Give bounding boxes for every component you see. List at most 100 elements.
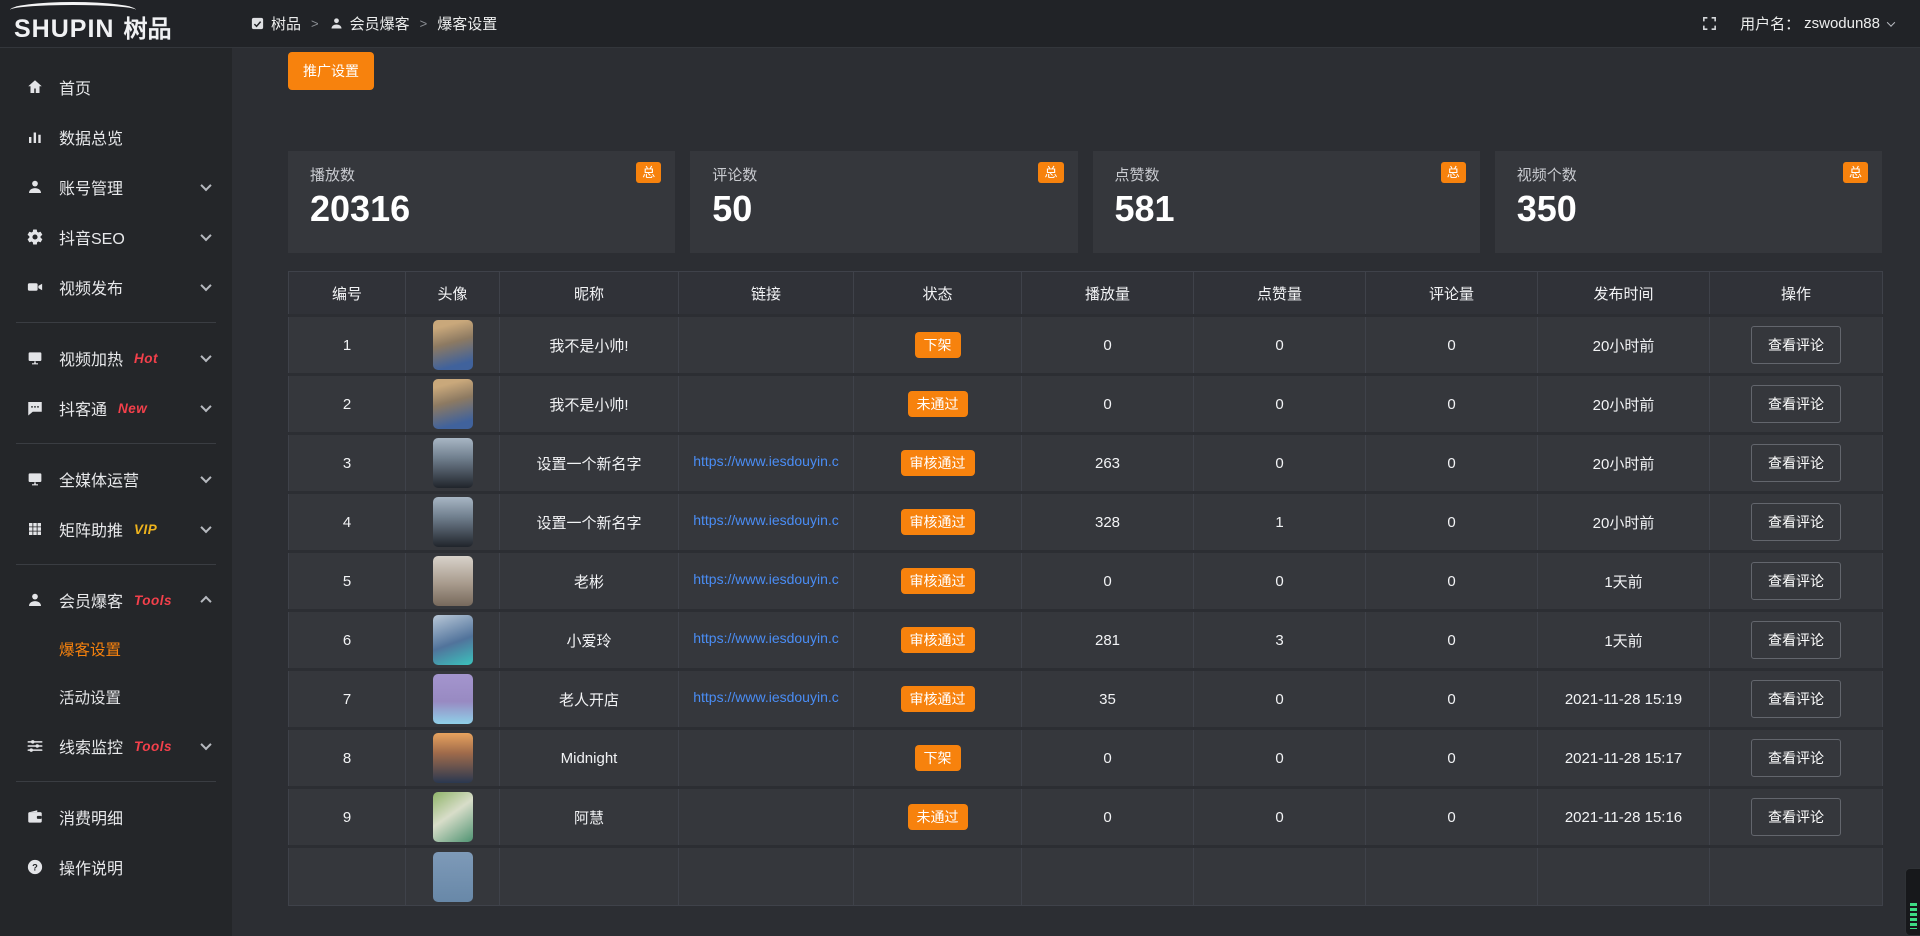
sidebar-item-douyin-seo[interactable]: 抖音SEO — [0, 212, 232, 262]
col-header-2: 昵称 — [499, 271, 679, 316]
main-content: 推广设置 播放数总 20316 评论数总 50 点赞数总 581 视频个数总 350 编号 头像… — [232, 0, 1920, 906]
video-link[interactable]: https://www.iesdouyin.c — [693, 453, 839, 469]
cell-time: 20小时前 — [1537, 492, 1710, 552]
sidebar-item-video-heat[interactable]: 视频加热 Hot — [0, 333, 232, 383]
col-header-1: 头像 — [405, 271, 500, 316]
view-comments-button[interactable]: 查看评论 — [1751, 798, 1841, 836]
cell-plays: 281 — [1021, 610, 1194, 670]
cell-number: 4 — [288, 492, 406, 552]
col-header-9: 操作 — [1709, 271, 1883, 316]
cell-link — [678, 315, 854, 375]
promo-settings-button[interactable]: 推广设置 — [288, 52, 374, 90]
avatar — [432, 497, 473, 547]
divider — [16, 322, 216, 323]
cell-number: 6 — [288, 610, 406, 670]
sidebar-subitem-activity-settings[interactable]: 活动设置 — [0, 673, 232, 721]
view-comments-button[interactable]: 查看评论 — [1751, 503, 1841, 541]
status-badge: 下架 — [914, 745, 961, 771]
cell-nickname: 小爱玲 — [499, 610, 679, 670]
video-link[interactable]: https://www.iesdouyin.c — [693, 630, 839, 646]
col-header-3: 链接 — [678, 271, 854, 316]
cell-comments: 0 — [1365, 728, 1538, 788]
breadcrumb-item-0[interactable]: 树品 — [250, 13, 301, 34]
sidebar-item-douketong[interactable]: 抖客通 New — [0, 383, 232, 433]
sidebar-item-consume-detail[interactable]: 消费明细 — [0, 792, 232, 842]
cell-action: 查看评论 — [1709, 669, 1883, 729]
cell-nickname: 设置一个新名字 — [499, 492, 679, 552]
col-header-4: 状态 — [853, 271, 1022, 316]
table-row: 4 设置一个新名字 https://www.iesdouyin.c 审核通过 328 1 0… — [288, 492, 1883, 552]
cell-avatar — [405, 374, 500, 434]
sidebar-subitem-baoke-settings[interactable]: 爆客设置 — [0, 625, 232, 673]
status-badge: 审核通过 — [900, 627, 975, 653]
view-comments-button[interactable]: 查看评论 — [1751, 621, 1841, 659]
sidebar-item-label: 全媒体运营 — [59, 473, 140, 490]
cell-nickname: 我不是小帅! — [499, 315, 679, 375]
cell-action: 查看评论 — [1709, 374, 1883, 434]
cell-plays: 328 — [1021, 492, 1194, 552]
sidebar-item-media-operation[interactable]: 全媒体运营 — [0, 454, 232, 504]
divider — [16, 564, 216, 565]
sidebar-item-video-publish[interactable]: 视频发布 — [0, 262, 232, 312]
sidebar: 首页 数据总览 账号管理抖音SEO 视频发布视频加热 Hot 抖客通 New 全媒体运营矩阵助… — [0, 48, 232, 936]
chevron-down-icon — [200, 471, 212, 484]
sidebar-item-clue-monitor[interactable]: 线索监控 Tools — [0, 721, 232, 771]
cell-status: 审核通过 — [853, 669, 1022, 729]
cell-status: 下架 — [853, 728, 1022, 788]
cell-plays: 35 — [1021, 669, 1194, 729]
sidebar-item-member-baoke[interactable]: 会员爆客 Tools — [0, 575, 232, 625]
divider — [16, 443, 216, 444]
sidebar-item-account-management[interactable]: 账号管理 — [0, 162, 232, 212]
cell-link: https://www.iesdouyin.c — [678, 669, 854, 729]
chat-icon — [26, 399, 44, 417]
cell-status — [853, 846, 1022, 906]
avatar — [432, 379, 473, 429]
feature-tag: New — [118, 400, 148, 416]
breadcrumb: 树品 > 会员爆客 > 爆客设置 — [250, 13, 497, 34]
cell-status: 审核通过 — [853, 551, 1022, 611]
sidebar-item-matrix-boost[interactable]: 矩阵助推 VIP — [0, 504, 232, 554]
table-row: 6 小爱玲 https://www.iesdouyin.c 审核通过 281 3 0 1天前 查… — [288, 610, 1883, 670]
col-header-5: 播放量 — [1021, 271, 1194, 316]
cell-number: 3 — [288, 433, 406, 493]
svg-text:?: ? — [32, 862, 38, 872]
floating-widget[interactable] — [1905, 868, 1920, 936]
cell-status: 审核通过 — [853, 492, 1022, 552]
view-comments-button[interactable]: 查看评论 — [1751, 680, 1841, 718]
video-link[interactable]: https://www.iesdouyin.c — [693, 689, 839, 705]
cell-avatar — [405, 787, 500, 847]
cell-likes: 0 — [1193, 787, 1366, 847]
view-comments-button[interactable]: 查看评论 — [1751, 326, 1841, 364]
grid-icon — [26, 520, 44, 538]
sidebar-item-data-overview[interactable]: 数据总览 — [0, 112, 232, 162]
breadcrumb-label: 爆客设置 — [437, 16, 498, 33]
cell-plays: 0 — [1021, 315, 1194, 375]
cell-action: 查看评论 — [1709, 787, 1883, 847]
view-comments-button[interactable]: 查看评论 — [1751, 562, 1841, 600]
breadcrumb-item-2[interactable]: 爆客设置 — [437, 13, 497, 34]
cell-link: https://www.iesdouyin.c — [678, 610, 854, 670]
cell-link — [678, 728, 854, 788]
sidebar-item-operation-guide[interactable]: ? 操作说明 — [0, 842, 232, 892]
cell-number: 9 — [288, 787, 406, 847]
col-header-6: 点赞量 — [1193, 271, 1366, 316]
video-link[interactable]: https://www.iesdouyin.c — [693, 512, 839, 528]
view-comments-button[interactable]: 查看评论 — [1751, 385, 1841, 423]
total-badge: 总 — [1842, 162, 1868, 183]
sidebar-item-label: 抖音SEO — [59, 231, 125, 248]
stat-label: 点赞数 — [1114, 167, 1160, 184]
table-row: 1 我不是小帅! 下架 0 0 0 20小时前 查看评论 — [288, 315, 1883, 375]
view-comments-button[interactable]: 查看评论 — [1751, 739, 1841, 777]
sidebar-item-home[interactable]: 首页 — [0, 62, 232, 112]
avatar — [432, 320, 473, 370]
stat-card-3: 视频个数 总 350 — [1494, 151, 1882, 253]
avatar — [432, 556, 473, 606]
video-link[interactable]: https://www.iesdouyin.c — [693, 571, 839, 587]
avatar — [432, 615, 473, 665]
user-menu[interactable]: 用户名： zswodun88 — [1740, 13, 1896, 34]
cell-plays — [1021, 846, 1194, 906]
fullscreen-icon[interactable] — [1701, 15, 1718, 32]
view-comments-button[interactable]: 查看评论 — [1751, 444, 1841, 482]
cell-likes — [1193, 846, 1366, 906]
breadcrumb-item-1[interactable]: 会员爆客 — [329, 13, 410, 34]
